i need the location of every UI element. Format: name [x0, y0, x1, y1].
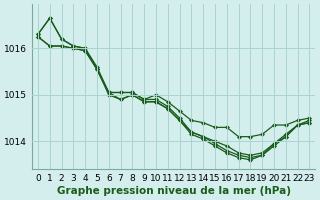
X-axis label: Graphe pression niveau de la mer (hPa): Graphe pression niveau de la mer (hPa) [57, 186, 291, 196]
